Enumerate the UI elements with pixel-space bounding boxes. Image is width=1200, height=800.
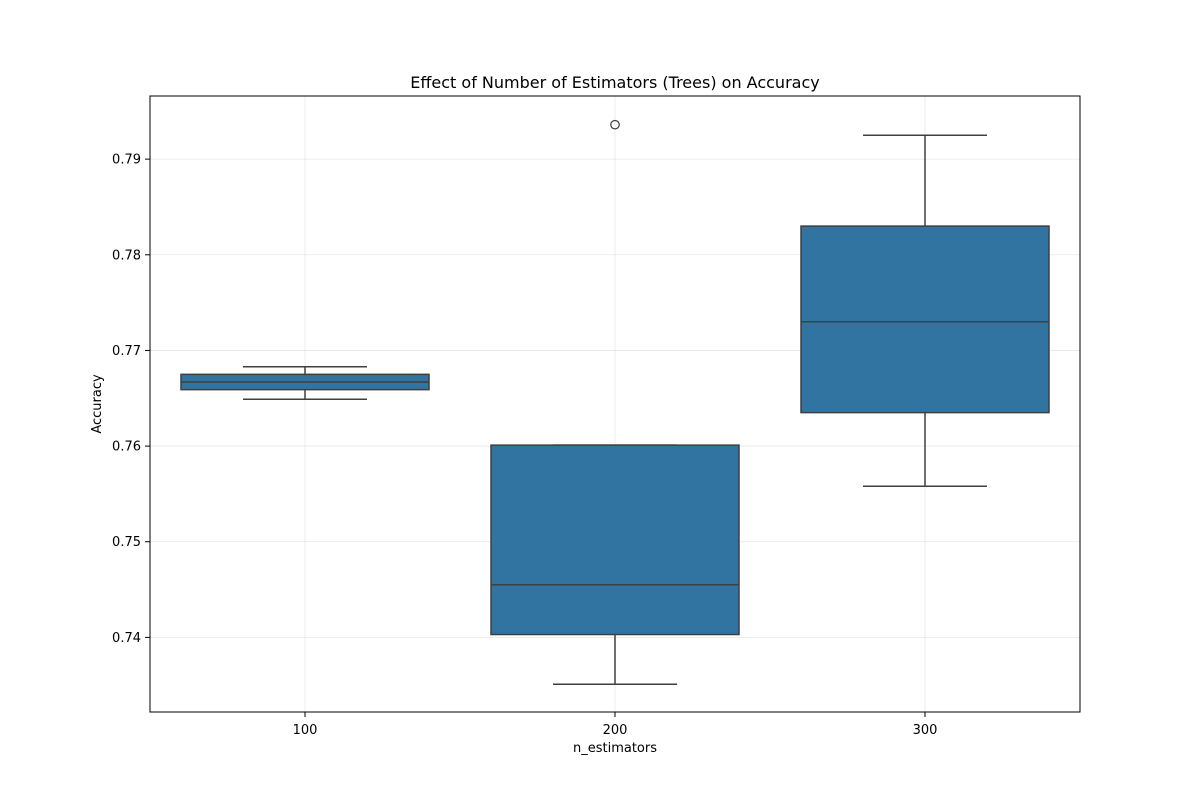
y-tick-label: 0.79 (112, 153, 141, 168)
x-axis-label: n_estimators (573, 741, 657, 756)
y-tick-label: 0.77 (112, 344, 141, 359)
y-tick-label: 0.75 (112, 535, 141, 550)
interquartile-box (800, 225, 1050, 414)
x-tick-label: 300 (913, 723, 938, 738)
x-tick-label: 100 (293, 723, 318, 738)
box-group-300 (800, 134, 1050, 488)
chart-title: Effect of Number of Estimators (Trees) o… (410, 73, 819, 92)
interquartile-box (490, 444, 740, 636)
outlier-point (610, 119, 620, 130)
box-plot-series (180, 119, 1050, 686)
box-group-200 (490, 119, 740, 686)
y-tick-label: 0.76 (112, 440, 141, 455)
y-tick-label: 0.74 (112, 631, 141, 646)
axis-ticks: 0.74 0.75 0.76 0.77 0.78 0.79 100 200 300 (112, 153, 937, 738)
x-tick-label: 200 (603, 723, 628, 738)
y-axis-label: Accuracy (90, 374, 105, 434)
box-group-100 (180, 365, 430, 400)
y-tick-label: 0.78 (112, 248, 141, 263)
